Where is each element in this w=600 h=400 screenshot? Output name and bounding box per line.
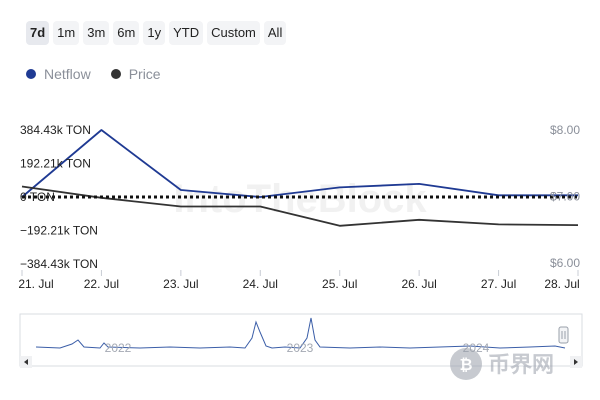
range-button-6m[interactable]: 6m xyxy=(113,21,140,45)
x-axis-tick-label: 25. Jul xyxy=(322,277,357,291)
range-button-1y[interactable]: 1y xyxy=(143,21,166,45)
x-axis-tick-label: 22. Jul xyxy=(84,277,119,291)
right-axis-tick-label: $8.00 xyxy=(550,123,580,137)
legend-item-price[interactable]: Price xyxy=(110,66,161,82)
range-button-3m[interactable]: 3m xyxy=(83,21,110,45)
triangle-left-icon[interactable] xyxy=(20,356,32,368)
legend-marker-netflow xyxy=(26,69,36,79)
x-axis-tick-label: 26. Jul xyxy=(401,277,436,291)
legend-label-price: Price xyxy=(128,66,161,82)
navigator-year-label: 2023 xyxy=(287,341,314,355)
range-button-custom[interactable]: Custom xyxy=(207,21,260,45)
x-axis-tick-label: 28. Jul xyxy=(544,277,579,291)
left-axis-tick-label: 384.43k TON xyxy=(20,123,91,137)
svg-text:₿: ₿ xyxy=(459,355,472,374)
chart-legend: Netflow Price xyxy=(26,66,161,82)
legend-marker-price xyxy=(110,69,121,79)
left-axis-tick-label: 192.21k TON xyxy=(20,157,91,171)
left-axis-tick-label: −384.43k TON xyxy=(20,257,98,271)
right-axis-tick-label: $6.00 xyxy=(550,256,580,270)
price-line xyxy=(21,185,579,227)
left-axis-tick-label: 0 TON xyxy=(20,190,55,204)
range-button-all[interactable]: All xyxy=(263,21,287,45)
x-axis-tick-label: 21. Jul xyxy=(18,277,53,291)
watermark-logo: IntoTheBlock xyxy=(173,177,427,221)
navigator-series-line xyxy=(35,317,566,349)
time-range-selector: 7d 1m 3m 6m 1y YTD Custom All xyxy=(26,21,287,45)
x-axis-tick-label: 27. Jul xyxy=(481,277,516,291)
legend-item-netflow[interactable]: Netflow xyxy=(26,66,91,82)
triangle-right-icon[interactable] xyxy=(570,356,582,368)
netflow-line xyxy=(21,129,578,198)
navigator-year-label: 2022 xyxy=(105,341,132,355)
x-axis-tick-label: 24. Jul xyxy=(243,277,278,291)
left-axis-tick-label: −192.21k TON xyxy=(20,223,98,237)
range-button-1m[interactable]: 1m xyxy=(53,21,80,45)
range-button-7d[interactable]: 7d xyxy=(26,21,50,45)
svg-text:币界网: 币界网 xyxy=(488,353,554,378)
legend-label-netflow: Netflow xyxy=(44,66,91,82)
navigator-handle-icon[interactable] xyxy=(558,326,569,344)
corner-logo: ₿ 币界网 xyxy=(450,348,554,380)
x-axis-tick-label: 23. Jul xyxy=(163,277,198,291)
right-axis-tick-label: $7.00 xyxy=(550,190,580,204)
navigator-panel[interactable] xyxy=(19,313,583,367)
range-button-ytd[interactable]: YTD xyxy=(169,21,204,45)
